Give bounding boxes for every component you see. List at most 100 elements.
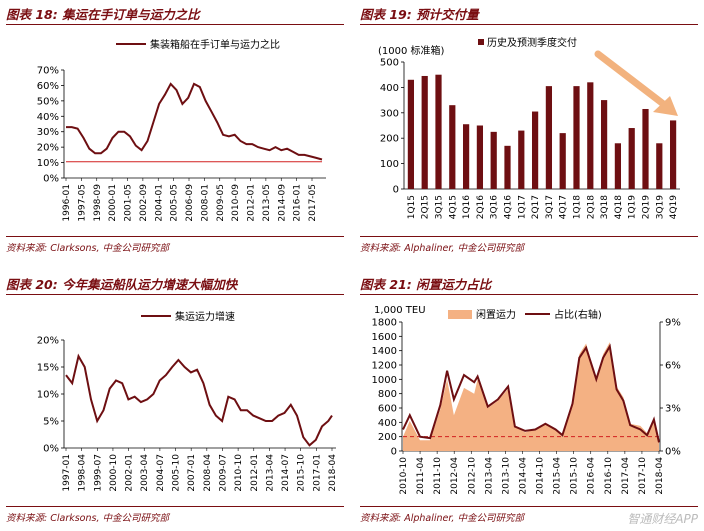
x-tick-label: 2011-10	[433, 457, 443, 495]
x-tick-label: 4Q17	[559, 195, 569, 219]
x-tick-label: 2010-09	[231, 184, 241, 222]
bar	[476, 125, 484, 189]
x-tick-label: 1Q17	[517, 195, 527, 219]
x-tick-label: 2000-10	[109, 454, 119, 492]
y-tick-label: 1800	[372, 318, 397, 329]
series-line	[66, 82, 323, 161]
y-tick-label-right: 6%	[665, 361, 681, 372]
bar	[531, 111, 539, 189]
y-tick-label-right: 3%	[665, 404, 681, 415]
x-tick-label: 2004-07	[156, 454, 166, 492]
y-tick-label: 10%	[37, 390, 59, 401]
x-tick-label: 2017-05	[308, 184, 318, 222]
bar	[656, 143, 663, 189]
legend-label: 历史及预测季度交付	[487, 36, 577, 49]
x-tick-label: 2Q18	[586, 195, 596, 220]
x-tick-label: 3Q18	[600, 195, 610, 220]
y-tick-label: 5%	[43, 417, 59, 428]
x-tick-label: 1998-09	[93, 184, 103, 222]
x-tick-label: 2013-04	[484, 457, 494, 495]
x-tick-label: 2Q17	[531, 195, 541, 219]
bar	[587, 82, 594, 189]
source-rule	[6, 236, 344, 237]
y-tick-label: 1400	[372, 346, 397, 357]
legend-label-area: 闲置运力	[476, 308, 516, 321]
x-tick-label: 3Q19	[655, 195, 665, 220]
legend-label-line: 占比(右轴)	[554, 308, 602, 321]
source-note: 资料来源: Clarksons, 中金公司研究部	[6, 243, 169, 254]
source-note: 资料来源: Alphaliner, 中金公司研究部	[360, 243, 524, 254]
x-tick-label: 2Q15	[421, 195, 431, 219]
y-tick-label: 100	[380, 159, 399, 170]
order-ratio-chart: 0% 10% 20% 30% 40% 50% 60% 70% 1996-01 1997-05 199…	[37, 38, 326, 222]
x-tick-label: 1997-01	[62, 454, 72, 492]
x-tick-label: 2010-10	[234, 454, 244, 492]
x-tick-label: 3Q17	[545, 195, 555, 219]
x-tick-label: 2016-04	[587, 457, 597, 495]
bar	[407, 79, 415, 189]
source-rule	[360, 506, 698, 507]
y-tick-label: 20%	[37, 143, 59, 154]
y-tick-label: 400	[378, 418, 397, 429]
x-tick-label: 2015-10	[297, 454, 307, 492]
series-line	[65, 353, 333, 447]
y-tick-label: 0%	[43, 174, 59, 185]
x-tick-label: 4Q19	[669, 195, 679, 220]
x-tick-label: 2014-04	[518, 457, 528, 495]
area-series	[403, 342, 659, 451]
y-unit-label: 1,000 TEU	[374, 305, 426, 316]
legend-swatch	[478, 39, 484, 45]
x-tick-label: 2015-04	[553, 457, 563, 495]
x-tick-label: 2Q19	[642, 195, 652, 220]
x-tick-label: 4Q18	[614, 195, 624, 220]
bar	[462, 124, 470, 189]
legend-swatch-area	[448, 310, 472, 319]
x-tick-label: 2008-01	[200, 184, 210, 222]
x-tick-label: 1999-07	[93, 454, 103, 492]
x-tick-label: 2014-10	[536, 457, 546, 495]
title-rule	[6, 294, 344, 295]
x-tick-label: 2007-01	[187, 454, 197, 492]
x-tick-label: 2016-10	[604, 457, 614, 495]
x-tick-label: 2013-10	[501, 457, 511, 495]
x-tick-label: 2017-10	[638, 457, 648, 495]
x-tick-label: 2012-01	[250, 454, 260, 492]
x-tick-label: 2015-10	[570, 457, 580, 495]
x-tick-label: 2010-10	[399, 457, 409, 495]
y-tick-label: 800	[378, 389, 397, 400]
y-tick-label: 0	[391, 447, 397, 458]
x-tick-label: 2009-05	[216, 184, 226, 222]
ratio-line	[402, 343, 660, 443]
x-tick-label: 2009-07	[218, 454, 228, 492]
y-tick-label: 400	[380, 83, 399, 94]
idle-capacity-chart: 0 200 400 600 800 1000 1200 1400 1600 1800 0% 3% 6% 9…	[372, 305, 681, 495]
y-tick-label: 0%	[43, 444, 59, 455]
source-rule	[6, 506, 344, 507]
x-tick-label: 2005-10	[172, 454, 182, 492]
bar	[669, 120, 677, 189]
x-tick-label: 2008-04	[203, 454, 213, 492]
y-tick-label: 70%	[37, 66, 59, 77]
x-tick-label: 2014-07	[281, 454, 291, 492]
x-tick-label: 2016-01	[293, 184, 303, 222]
y-tick-label: 50%	[37, 96, 59, 107]
x-tick-label: 1998-04	[78, 454, 88, 492]
panel-title: 图表 21: 闲置运力占比	[360, 277, 492, 292]
x-tick-label: 2013-04	[265, 454, 275, 492]
title-rule	[360, 24, 698, 25]
y-tick-label: 60%	[37, 81, 59, 92]
y-tick-label: 1200	[372, 361, 397, 372]
y-tick-label-right: 9%	[665, 318, 681, 329]
capacity-growth-chart: 0% 5% 10% 15% 20% 1997-01 1998-04 1999-07 2000-1…	[37, 310, 338, 492]
x-tick-label: 1Q18	[573, 195, 583, 220]
bar	[490, 131, 497, 189]
x-tick-label: 3Q15	[435, 195, 445, 219]
x-tick-label: 2012-04	[450, 457, 460, 495]
x-tick-label: 2003-04	[140, 454, 150, 492]
x-tick-label: 1Q19	[628, 195, 638, 220]
x-tick-label: 2000-01	[108, 184, 118, 222]
bar	[435, 74, 442, 189]
bar	[614, 143, 622, 189]
y-tick-label: 30%	[37, 127, 59, 138]
